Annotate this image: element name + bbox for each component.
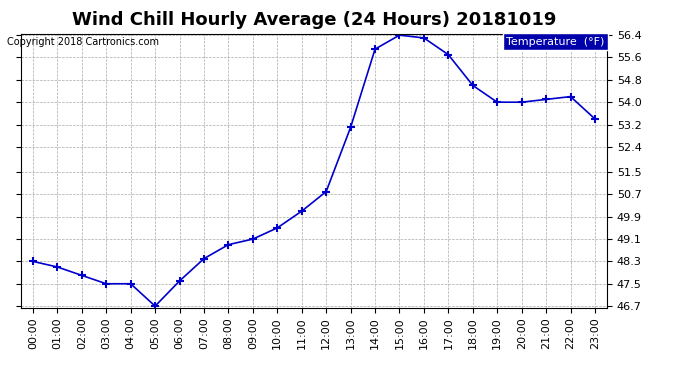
Title: Wind Chill Hourly Average (24 Hours) 20181019: Wind Chill Hourly Average (24 Hours) 201… xyxy=(72,11,556,29)
Text: Copyright 2018 Cartronics.com: Copyright 2018 Cartronics.com xyxy=(7,37,159,47)
Text: Temperature  (°F): Temperature (°F) xyxy=(506,36,604,46)
